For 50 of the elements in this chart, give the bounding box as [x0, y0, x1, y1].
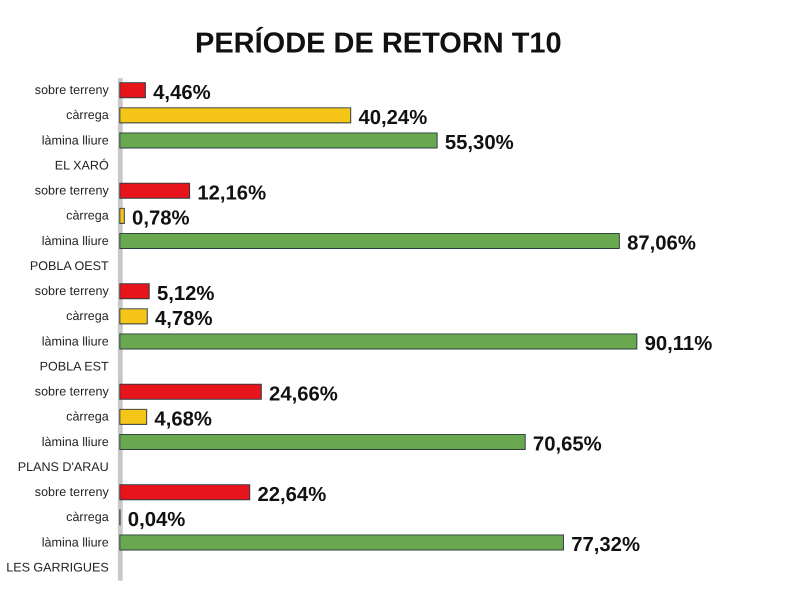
bar — [119, 534, 564, 550]
y-tick-label: sobre terreny — [34, 485, 110, 500]
y-tick-label: làmina lliure — [42, 535, 109, 550]
y-tick-label: sobre terreny — [34, 83, 110, 98]
y-tick-label: làmina lliure — [42, 434, 109, 449]
y-tick-label: càrrega — [66, 309, 109, 324]
bar — [119, 107, 352, 124]
bar — [119, 182, 190, 199]
data-label: 4,68% — [154, 408, 212, 431]
chart-title: PERÍODE DE RETORN T10 — [194, 26, 562, 60]
data-label: 24,66% — [269, 383, 338, 406]
y-tick-label: sobre terreny — [34, 384, 110, 399]
data-label: 0,04% — [128, 509, 186, 532]
y-tick-label: càrrega — [66, 410, 109, 424]
bar — [119, 232, 620, 249]
y-tick-label: càrrega — [66, 510, 109, 524]
bar — [119, 484, 250, 500]
bar — [119, 283, 150, 300]
y-tick-label: EL XARÓ — [54, 158, 109, 172]
y-tick-label: càrrega — [66, 108, 109, 122]
y-tick-label: sobre terreny — [34, 184, 110, 198]
bar — [119, 434, 526, 450]
y-tick-label: PLANS D'ARAU — [18, 460, 109, 474]
bar — [119, 82, 146, 98]
bar — [119, 333, 638, 350]
data-label: 90,11% — [644, 333, 712, 356]
bar — [119, 408, 148, 425]
bar — [119, 208, 125, 224]
data-label: 40,24% — [358, 107, 428, 130]
y-tick-label: sobre terreny — [34, 284, 110, 298]
data-label: 55,30% — [444, 132, 514, 154]
y-tick-label: làmina lliure — [42, 234, 109, 248]
y-tick-label: càrrega — [66, 208, 109, 223]
y-tick-label: làmina lliure — [42, 133, 109, 148]
y-tick-label: POBLA EST — [40, 359, 110, 374]
bar — [119, 132, 438, 148]
data-label: 87,06% — [627, 232, 696, 255]
data-label: 4,46% — [153, 82, 211, 104]
bar — [119, 384, 262, 400]
y-tick-label: LES GARRIGUES — [6, 560, 109, 574]
data-label: 77,32% — [571, 534, 640, 556]
data-label: 5,12% — [156, 282, 214, 305]
data-label: 0,78% — [132, 208, 190, 230]
data-label: 22,64% — [257, 484, 326, 506]
y-tick-label: làmina lliure — [42, 334, 109, 348]
data-label: 4,78% — [154, 308, 213, 330]
data-label: 12,16% — [197, 182, 266, 204]
data-label: 70,65% — [532, 434, 602, 456]
y-tick-label: POBLA OEST — [30, 258, 110, 273]
bar — [119, 308, 148, 324]
